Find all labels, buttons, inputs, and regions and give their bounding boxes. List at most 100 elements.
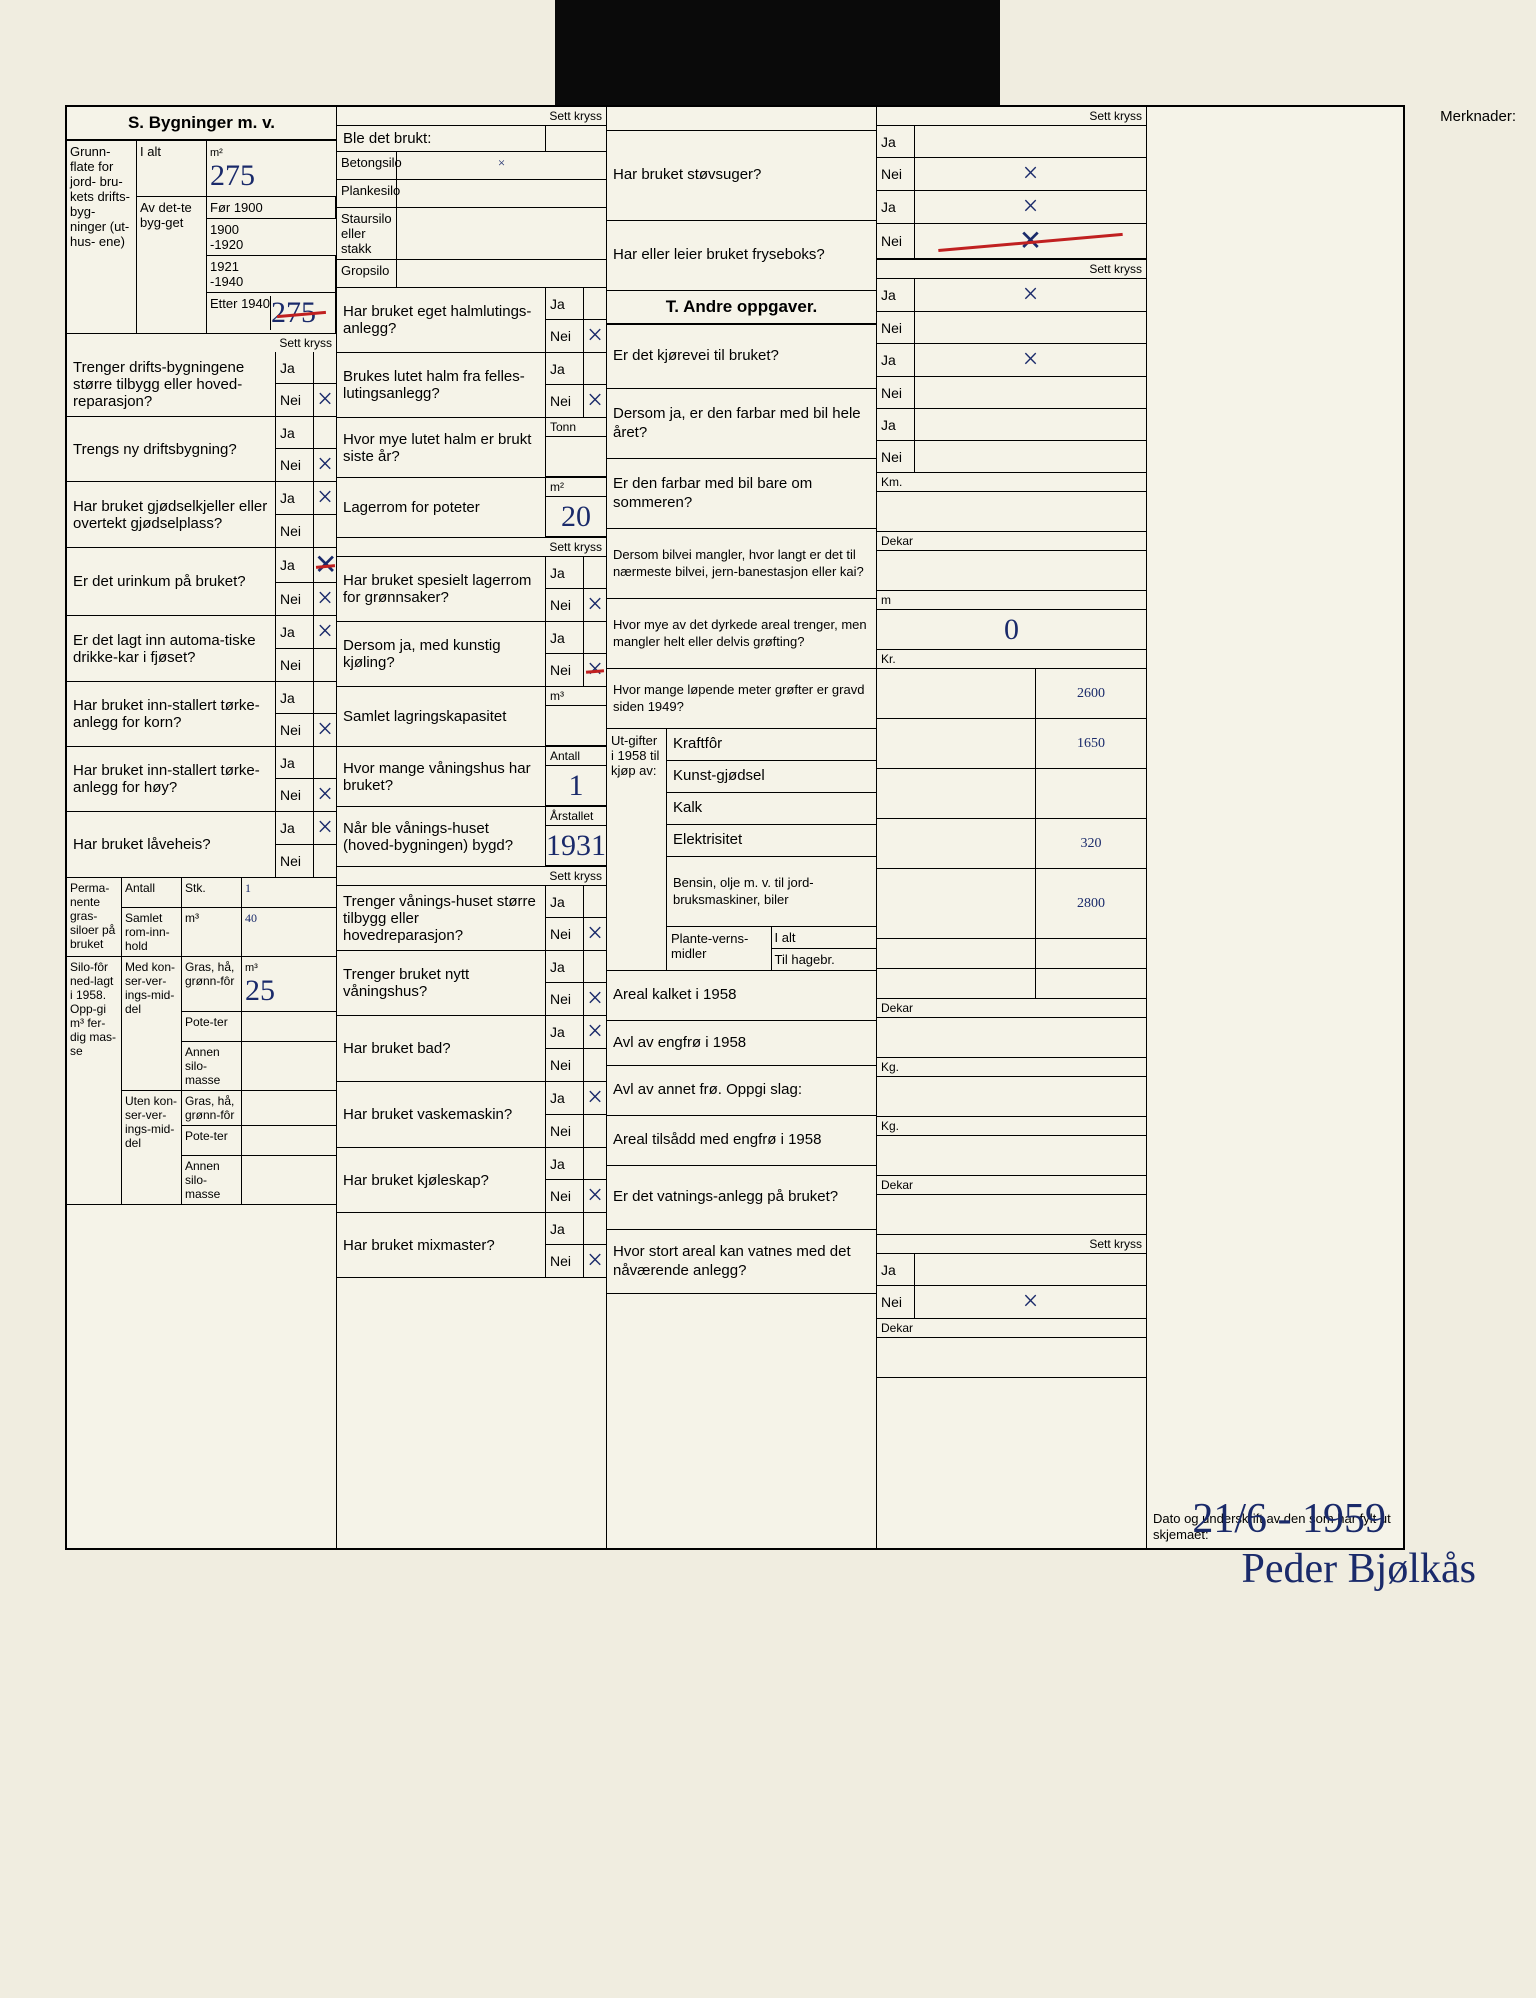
plantevern-ialt-val[interactable] bbox=[1036, 939, 1146, 968]
bad-ja[interactable]: × bbox=[584, 1016, 606, 1048]
laveheis-nei[interactable] bbox=[314, 845, 336, 877]
stovsuger-nei[interactable]: × bbox=[915, 158, 1146, 190]
gjodsel-ja[interactable]: × bbox=[314, 482, 336, 514]
ja: Ja bbox=[877, 409, 915, 440]
felles-nei[interactable]: × bbox=[584, 385, 606, 417]
halmluting-nei[interactable]: × bbox=[584, 320, 606, 352]
ny-ja[interactable] bbox=[314, 417, 336, 448]
q-halmluting-text: Har bruket eget halmlutings-anlegg? bbox=[337, 288, 546, 352]
lagerrom-val: 20 bbox=[546, 497, 606, 537]
gjodsel-nei[interactable] bbox=[314, 515, 336, 547]
vaning-tilbygg-nei[interactable]: × bbox=[584, 918, 606, 950]
ja: Ja bbox=[546, 886, 584, 917]
drikkekar-nei[interactable] bbox=[314, 649, 336, 681]
ja: Ja bbox=[276, 812, 314, 844]
engfro-val[interactable] bbox=[877, 1077, 1146, 1117]
torke-hoy-nei[interactable]: × bbox=[314, 779, 336, 811]
nei: Nei bbox=[877, 441, 915, 472]
gronnsaker-ja[interactable] bbox=[584, 557, 606, 588]
areal-kalket-val[interactable] bbox=[877, 1018, 1146, 1058]
gras1: Gras, hå, grønn-fôr bbox=[182, 957, 242, 1012]
vaning-tilbygg-ja[interactable] bbox=[584, 886, 606, 917]
sommer-nei[interactable] bbox=[915, 441, 1146, 472]
drikkekar-ja[interactable]: × bbox=[314, 616, 336, 648]
q-kjoling-text: Dersom ja, med kunstig kjøling? bbox=[337, 622, 546, 686]
kjorevei-ja[interactable]: × bbox=[915, 279, 1146, 311]
q-nytt-vaning: Trenger bruket nytt våningshus? Ja Nei× bbox=[337, 951, 606, 1016]
halmluting-ja[interactable] bbox=[584, 288, 606, 319]
torke-korn-ja[interactable] bbox=[314, 682, 336, 713]
vatnes-val[interactable] bbox=[877, 1338, 1146, 1378]
grofter-val: 0 bbox=[877, 610, 1146, 650]
nei: Nei bbox=[276, 714, 314, 746]
torke-korn-nei[interactable]: × bbox=[314, 714, 336, 746]
kjorevei-nei[interactable] bbox=[915, 312, 1146, 343]
kjole-nei[interactable]: × bbox=[584, 1180, 606, 1212]
felles-ja[interactable] bbox=[584, 353, 606, 384]
urinkum-nei[interactable]: × bbox=[314, 583, 336, 615]
ja: Ja bbox=[877, 191, 915, 223]
kr-unit: Kr. bbox=[877, 650, 1146, 669]
gropsilo-mark[interactable] bbox=[397, 260, 606, 288]
antall-label: Antall bbox=[122, 878, 182, 908]
grunnflate-label: Grunn- flate for jord- bru- kets drifts-… bbox=[67, 141, 137, 334]
utgifter-label: Ut-gifter i 1958 til kjøp av: bbox=[607, 729, 667, 971]
poteter1: Pote-ter bbox=[182, 1012, 242, 1042]
lagerrom-label: Lagerrom for poteter bbox=[337, 478, 546, 537]
med-kons-label: Med kon-ser-ver-ings-mid-del bbox=[122, 957, 182, 1091]
stovsuger-ja[interactable] bbox=[915, 126, 1146, 157]
laveheis-ja[interactable]: × bbox=[314, 812, 336, 844]
staursilo-mark[interactable] bbox=[397, 208, 606, 260]
vatning-ja[interactable] bbox=[915, 1254, 1146, 1285]
vaske-nei[interactable] bbox=[584, 1115, 606, 1147]
m2-unit: m² bbox=[546, 478, 606, 497]
fryseboks-nei[interactable]: ✕ bbox=[915, 224, 1146, 258]
lagring-val[interactable] bbox=[546, 706, 606, 746]
signature-date: 21/6 - 1959 bbox=[1192, 1495, 1386, 1543]
fryseboks-ja[interactable]: × bbox=[915, 191, 1146, 223]
kjole-ja[interactable] bbox=[584, 1148, 606, 1179]
farbar-nei[interactable] bbox=[915, 377, 1146, 408]
kjoling-nei[interactable]: × bbox=[584, 654, 606, 686]
m3-unit: m³ bbox=[182, 908, 242, 957]
plankesilo-mark[interactable] bbox=[397, 180, 606, 208]
kalk-val[interactable] bbox=[1036, 769, 1146, 818]
nytt-ja[interactable] bbox=[584, 951, 606, 982]
urinkum-ja[interactable]: ✕ bbox=[314, 548, 337, 582]
mix-nei[interactable]: × bbox=[584, 1245, 606, 1277]
v bbox=[242, 1126, 336, 1156]
nei: Nei bbox=[546, 589, 584, 621]
ja: Ja bbox=[276, 548, 314, 582]
til-hagebr: Til hagebr. bbox=[772, 949, 877, 970]
q-fryseboks: Har eller leier bruket fryseboks? bbox=[607, 221, 876, 291]
tilbygg-ja[interactable] bbox=[314, 352, 336, 383]
vatning-nei[interactable]: × bbox=[915, 1286, 1146, 1318]
q-farbar-aret: Dersom ja, er den farbar med bil hele år… bbox=[607, 389, 876, 459]
mix-ja[interactable] bbox=[584, 1213, 606, 1244]
farbar-ja[interactable]: × bbox=[915, 344, 1146, 376]
ja: Ja bbox=[877, 344, 915, 376]
annet-fro-val[interactable] bbox=[877, 1136, 1146, 1176]
betongsilo-mark[interactable]: × bbox=[397, 152, 606, 180]
samlet-lagring-text: Samlet lagringskapasitet bbox=[337, 687, 546, 746]
nytt-nei[interactable]: × bbox=[584, 983, 606, 1015]
bad-nei[interactable] bbox=[584, 1049, 606, 1081]
torke-hoy-ja[interactable] bbox=[314, 747, 336, 778]
halm-val[interactable] bbox=[546, 437, 606, 477]
period-1: 1900 -1920 bbox=[210, 222, 272, 252]
km-val[interactable] bbox=[877, 492, 1146, 532]
tilbygg-nei[interactable]: × bbox=[314, 384, 336, 416]
vaske-ja[interactable]: × bbox=[584, 1082, 606, 1114]
sett-kryss-2b: Sett kryss bbox=[337, 538, 606, 557]
notes-space bbox=[1147, 107, 1407, 1507]
kjoling-ja[interactable] bbox=[584, 622, 606, 653]
grofting-val[interactable] bbox=[877, 551, 1146, 591]
ny-nei[interactable]: × bbox=[314, 449, 336, 481]
col-1: S. Bygninger m. v. Grunn- flate for jord… bbox=[67, 107, 337, 1548]
plantevern-hagebr-val[interactable] bbox=[1036, 969, 1146, 998]
betongsilo: Betongsilo bbox=[337, 152, 397, 180]
q-gronnsaker: Har bruket spesielt lagerrom for grønnsa… bbox=[337, 557, 606, 622]
sommer-ja[interactable] bbox=[915, 409, 1146, 440]
gronnsaker-nei[interactable]: × bbox=[584, 589, 606, 621]
tilsadd-val[interactable] bbox=[877, 1195, 1146, 1235]
